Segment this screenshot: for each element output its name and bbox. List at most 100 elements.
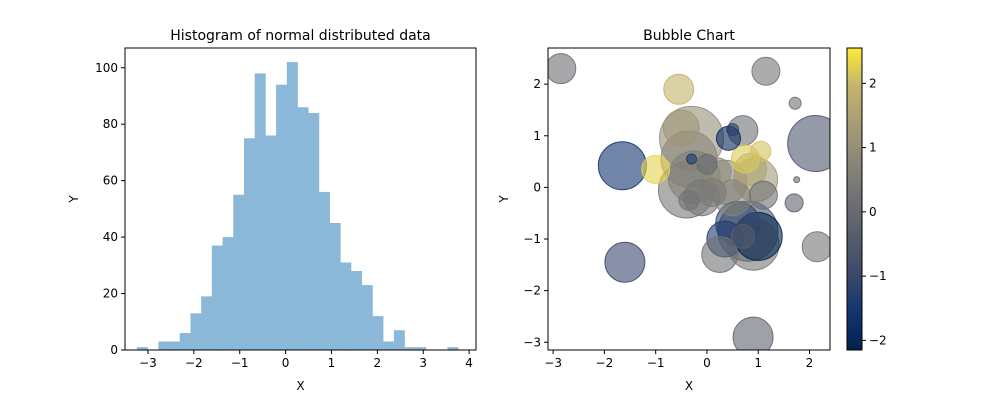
histogram-x-tick-label: 2: [374, 356, 382, 370]
colorbar: −2 −1 0 1 2: [846, 47, 887, 351]
histogram-bar-9: [233, 194, 245, 350]
histogram-bar-12: [265, 135, 277, 350]
histogram-bar-5: [190, 313, 202, 350]
histogram-plot-frame: [124, 47, 477, 351]
bubble-point-7: [597, 141, 647, 191]
bubble-y-ticks: −3 −2 −1 0 1 2: [523, 77, 548, 349]
bubble-point-12: [604, 241, 646, 283]
histogram-bar-22: [372, 316, 384, 350]
colorbar-gradient: [846, 47, 863, 351]
histogram-x-tick-label: 4: [465, 356, 473, 370]
histogram-bar-29: [447, 347, 459, 350]
histogram-x-tick-label: 1: [328, 356, 336, 370]
bubble-point-24: [751, 56, 781, 86]
bubble-y-tick-label: −2: [523, 284, 541, 298]
bubble-point-34: [750, 140, 772, 162]
histogram-bar-23: [383, 341, 395, 350]
histogram-bar-6: [201, 296, 213, 350]
bubble-y-tick-label: −3: [523, 335, 541, 349]
bubble-x-axis-label: X: [685, 379, 693, 393]
bubble-x-tick-label: −3: [544, 356, 562, 370]
bubble-point-18: [701, 236, 739, 273]
bubble-point-33: [696, 153, 718, 175]
histogram-y-tick-label: 60: [103, 174, 118, 188]
histogram-bar-26: [415, 347, 427, 350]
bubble-y-tick-label: 0: [533, 180, 541, 194]
bubble-point-39: [793, 176, 801, 184]
histogram-bar-10: [243, 138, 255, 350]
bubble-point-35: [784, 193, 804, 213]
histogram-y-tick-label: 80: [103, 117, 118, 131]
histogram-bar-25: [404, 347, 416, 350]
bubble-point-32: [678, 189, 700, 211]
histogram-bar-13: [276, 84, 288, 350]
colorbar-ticks: −2 −1 0 1 2: [862, 76, 887, 347]
histogram-bar-8: [222, 237, 234, 350]
bubble-chart: Bubble Chart −3 −2 −1 0 1 2 −3 −2 −1 0 1 2 X Y: [497, 28, 831, 393]
bubble-point-37: [726, 123, 740, 137]
histogram-bar-7: [211, 245, 223, 350]
bubble-point-31: [730, 223, 756, 249]
histogram-x-tick-label: −2: [185, 356, 203, 370]
histogram-bar-15: [297, 107, 309, 350]
histogram-bar-3: [169, 341, 181, 350]
histogram-x-axis-label: X: [296, 379, 304, 393]
colorbar-tick-label: −1: [869, 269, 887, 283]
histogram-y-ticks: 0 20 40 60 80 100: [95, 61, 125, 357]
histogram-x-tick-label: −3: [139, 356, 157, 370]
histogram-y-tick-label: 20: [103, 287, 118, 301]
bubble-x-tick-label: 0: [703, 356, 711, 370]
bubble-y-tick-label: 2: [533, 77, 541, 91]
bubble-point-36: [788, 96, 802, 110]
bubble-y-axis-label: Y: [497, 195, 511, 204]
histogram-x-tick-label: 3: [419, 356, 427, 370]
histogram-bar-14: [286, 62, 298, 350]
bubble-point-25: [641, 154, 671, 184]
bubble-y-tick-label: −1: [523, 232, 541, 246]
colorbar-tick-label: 1: [869, 141, 877, 155]
histogram-x-tick-label: −1: [231, 356, 249, 370]
histogram-y-tick-label: 0: [110, 343, 118, 357]
histogram-bar-16: [308, 112, 320, 350]
histogram-y-axis-label: Y: [67, 195, 81, 204]
bubble-plot-frame: [547, 47, 831, 351]
bubble-point-20: [548, 53, 577, 85]
histogram-bars: [136, 62, 459, 350]
histogram-y-tick-label: 40: [103, 230, 118, 244]
histogram-bar-17: [318, 191, 330, 350]
bubble-x-tick-label: −2: [596, 356, 614, 370]
bubble-x-tick-label: 2: [806, 356, 814, 370]
bubble-chart-title: Bubble Chart: [643, 28, 735, 44]
bubble-point-38: [686, 153, 698, 165]
bubble-point-14: [662, 109, 700, 147]
histogram-bar-2: [158, 341, 170, 350]
colorbar-tick-label: −2: [869, 333, 887, 347]
histogram-bar-24: [393, 330, 405, 350]
bubble-point-29: [748, 180, 778, 210]
histogram-bar-19: [340, 262, 352, 350]
bubble-x-ticks: −3 −2 −1 0 1 2: [544, 350, 813, 370]
colorbar-tick-label: 0: [869, 205, 877, 219]
histogram-x-ticks: −3 −2 −1 0 1 2 3 4: [139, 350, 473, 370]
histogram-x-tick-label: 0: [282, 356, 290, 370]
histogram-bar-11: [254, 73, 266, 350]
bubble-point-21: [663, 73, 695, 105]
histogram-bar-4: [179, 333, 191, 350]
bubble-point-27: [697, 178, 727, 208]
histogram-bar-18: [329, 222, 341, 350]
histogram-chart: Histogram of normal distributed data −3−…: [67, 28, 477, 393]
histogram-bar-20: [351, 270, 363, 350]
bubble-point-23: [801, 231, 830, 263]
bubble-x-tick-label: −1: [647, 356, 665, 370]
histogram-y-tick-label: 100: [95, 61, 118, 75]
bubble-x-tick-label: 1: [754, 356, 762, 370]
bubble-points: [548, 53, 830, 350]
bubble-point-13: [732, 316, 774, 350]
bubble-point-2: [787, 115, 830, 172]
colorbar-tick-label: 2: [869, 76, 877, 90]
histogram-bar-0: [136, 347, 148, 350]
histogram-bar-21: [361, 285, 373, 350]
bubble-y-tick-label: 1: [533, 129, 541, 143]
histogram-title: Histogram of normal distributed data: [170, 28, 430, 44]
